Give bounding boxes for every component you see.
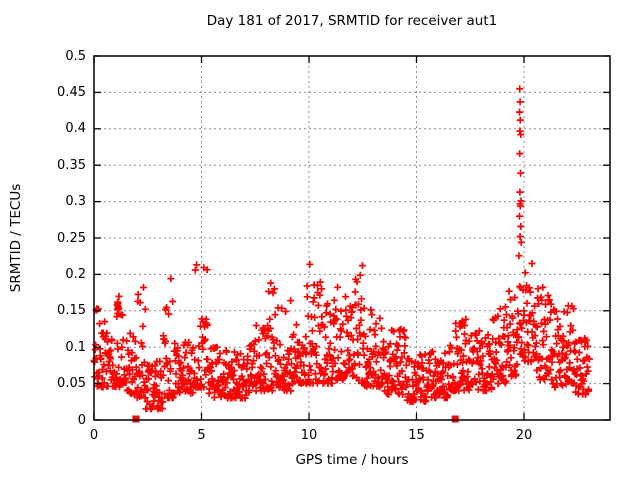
y-tick-label: 0.2	[65, 266, 86, 282]
chart-title: Day 181 of 2017, SRMTID for receiver aut…	[206, 13, 498, 29]
y-tick-label: 0.5	[65, 48, 86, 64]
x-tick-label: 0	[89, 428, 99, 443]
y-tick-label: 0.1	[65, 339, 86, 355]
x-tick-label: 5	[197, 428, 206, 443]
y-tick-label: 0.05	[57, 376, 86, 392]
zero-flag-square	[132, 415, 140, 423]
x-tick-label: 10	[300, 428, 318, 443]
x-tick-label: 20	[515, 428, 533, 443]
y-tick-label: 0	[77, 412, 86, 428]
x-tick-label: 15	[408, 428, 425, 443]
y-tick-label: 0.15	[57, 303, 86, 319]
y-tick-label: 0.35	[57, 157, 86, 173]
y-tick-label: 0.45	[57, 84, 86, 100]
y-tick-label: 0.4	[65, 121, 86, 137]
scatter-points	[90, 85, 593, 413]
y-tick-label: 0.25	[57, 230, 86, 246]
y-tick-label: 0.3	[65, 194, 86, 210]
zero-flag-square	[451, 415, 459, 423]
x-axis-label: GPS time / hours	[295, 452, 409, 468]
